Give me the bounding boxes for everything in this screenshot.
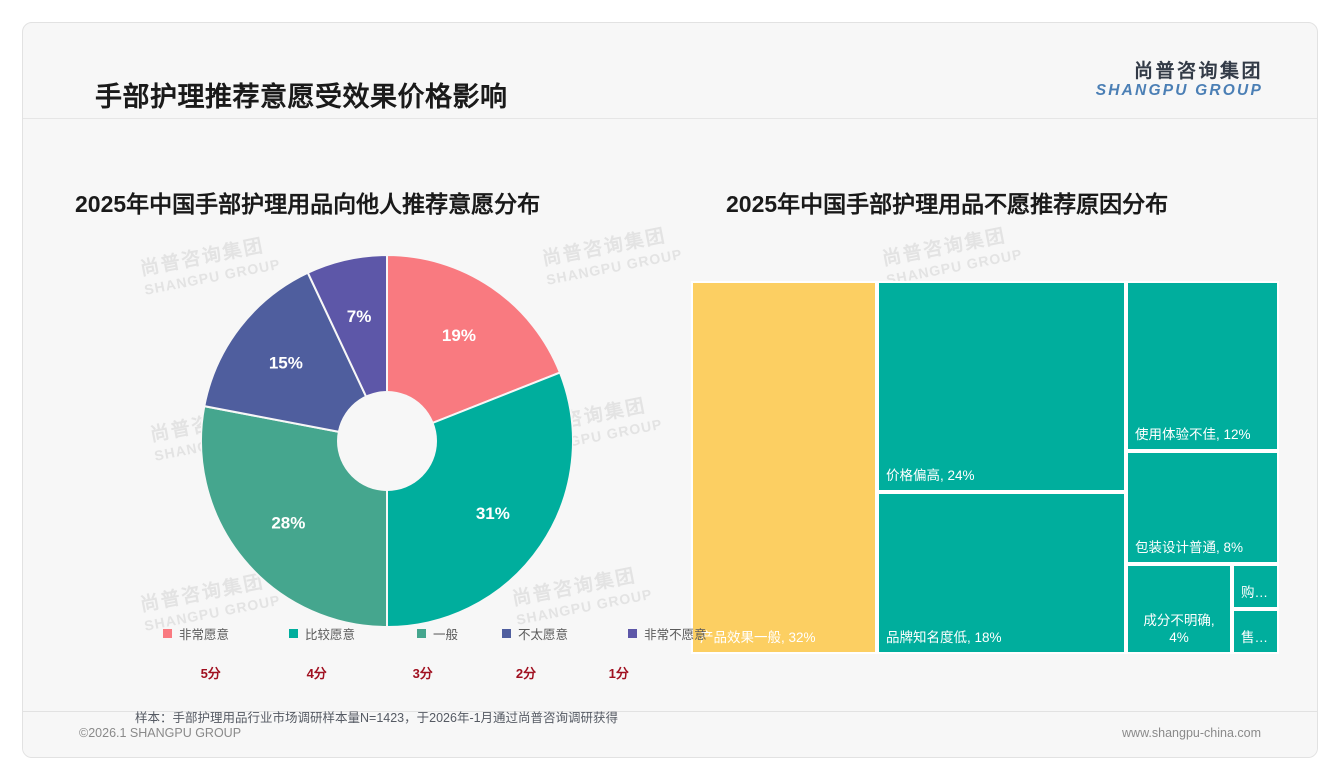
score-label: 2分	[515, 666, 537, 681]
legend-item[interactable]: 不太愿意	[502, 624, 568, 643]
treemap-cell-label: 售…	[1241, 630, 1268, 646]
recommendation-willingness-donut-chart: 19% 31% 28% 15% 7%	[201, 255, 573, 627]
score-scale-row: 5分 4分 3分 2分 1分	[163, 663, 693, 685]
treemap-cell-label: 购…	[1241, 585, 1268, 601]
donut-slice-label: 28%	[271, 514, 305, 533]
legend-swatch-icon	[417, 628, 427, 638]
copyright-text: ©2026.1 SHANGPU GROUP	[79, 726, 242, 740]
right-chart-title: 2025年中国手部护理用品不愿推荐原因分布	[726, 191, 1169, 217]
legend-swatch-icon	[163, 628, 172, 638]
treemap-cell[interactable]: 价格偏高, 24%	[877, 281, 1126, 492]
treemap-cell[interactable]: 产品效果一般, 32%	[691, 281, 877, 654]
treemap-cell-label: 品牌知名度低, 18%	[886, 630, 1002, 646]
left-chart-title: 2025年中国手部护理用品向他人推荐意愿分布	[75, 191, 541, 217]
donut-svg: 19% 31% 28% 15% 7%	[201, 255, 573, 627]
treemap-cell[interactable]: 使用体验不佳, 12%	[1126, 281, 1279, 451]
legend-label: 非常不愿意	[644, 627, 707, 642]
donut-hole	[337, 391, 437, 491]
score-label: 5分	[200, 666, 221, 681]
donut-slice[interactable]	[203, 271, 389, 443]
legend-swatch-icon	[628, 628, 638, 638]
legend-label: 不太愿意	[518, 627, 569, 642]
watermark-cn: 尚普咨询集团	[880, 225, 1009, 271]
logo-english-text: SHANGPU GROUP	[1095, 82, 1263, 100]
slide-footer: ©2026.1 SHANGPU GROUP www.shangpu-china.…	[23, 711, 1317, 757]
brand-logo: 尚普咨询集团 SHANGPU GROUP	[1096, 61, 1263, 100]
donut-slice-label: 15%	[269, 354, 303, 373]
page-title: 手部护理推荐意愿受效果价格影响	[95, 82, 508, 112]
donut-legend: 非常愿意 比较愿意 一般 不太愿意 非常不愿意	[163, 623, 707, 643]
sample-footnote: 样本：手部护理用品行业市场调研样本量N=1423，于2026年-1月通过尚普咨询…	[135, 711, 619, 725]
legend-label: 非常愿意	[179, 627, 230, 642]
treemap-cell[interactable]: 包装设计普通, 8%	[1126, 451, 1279, 564]
treemap-cell[interactable]: 成分不明确, 4%	[1126, 564, 1232, 654]
slide-header: 手部护理推荐意愿受效果价格影响 尚普咨询集团 SHANGPU GROUP	[23, 23, 1317, 119]
legend-item[interactable]: 比较愿意	[289, 624, 355, 643]
slide-canvas: 尚普咨询集团 SHANGPU GROUP 尚普咨询集团 SHANGPU GROU…	[22, 22, 1318, 758]
score-label: 3分	[412, 666, 433, 681]
legend-item[interactable]: 一般	[417, 624, 458, 643]
donut-slice[interactable]	[201, 404, 388, 627]
treemap-cell-label: 包装设计普通, 8%	[1135, 540, 1244, 556]
donut-slice-label: 31%	[476, 504, 510, 523]
treemap-cell-label: 使用体验不佳, 12%	[1135, 427, 1251, 443]
donut-slice[interactable]	[386, 255, 562, 443]
treemap-cell[interactable]: 购…	[1232, 564, 1279, 609]
legend-item[interactable]: 非常不愿意	[628, 624, 707, 643]
score-label: 1分	[608, 666, 629, 681]
legend-swatch-icon	[502, 628, 512, 638]
unwilling-reasons-treemap: 产品效果一般, 32% 价格偏高, 24% 品牌知名度低, 18% 使用体验不佳, 1…	[691, 281, 1279, 654]
watermark: 尚普咨询集团 SHANGPU GROUP	[880, 222, 1024, 289]
donut-slice-label: 19%	[442, 326, 476, 345]
legend-swatch-icon	[289, 628, 299, 638]
treemap-cell-label: 成分不明确, 4%	[1143, 613, 1215, 646]
legend-label: 比较愿意	[305, 627, 356, 642]
legend-label: 一般	[433, 627, 459, 642]
treemap-cell-label: 产品效果一般, 32%	[700, 630, 816, 646]
logo-chinese-text: 尚普咨询集团	[1133, 61, 1263, 82]
legend-item[interactable]: 非常愿意	[163, 624, 229, 643]
treemap-cell[interactable]: 售…	[1232, 609, 1279, 654]
donut-slice[interactable]	[306, 255, 388, 442]
treemap-cell[interactable]: 品牌知名度低, 18%	[877, 492, 1126, 654]
website-url: www.shangpu-china.com	[1122, 726, 1261, 740]
donut-slice-label: 7%	[347, 307, 372, 326]
score-label: 4分	[306, 666, 327, 681]
treemap-cell-label: 价格偏高, 24%	[886, 468, 975, 484]
